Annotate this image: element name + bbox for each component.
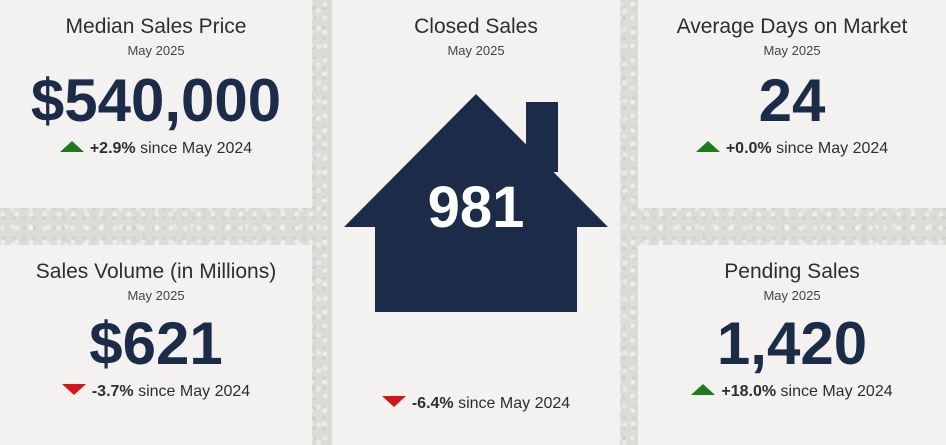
pending-sales-card: Pending Sales May 2025 1,420 +18.0% sinc…: [638, 245, 946, 445]
card-title: Sales Volume (in Millions): [35, 260, 277, 283]
change-indicator: +0.0% since May 2024: [638, 139, 946, 159]
change-text: since May 2024: [780, 383, 893, 400]
card-value: 24: [758, 67, 826, 134]
card-value: $621: [89, 310, 223, 377]
change-text: since May 2024: [138, 383, 251, 400]
card-value: $540,000: [30, 67, 282, 134]
sales-volume-card: Sales Volume (in Millions) May 2025 $621…: [0, 245, 312, 445]
card-value: 1,420: [716, 310, 868, 377]
median-sales-price-card: Median Sales Price May 2025 $540,000 +2.…: [0, 0, 312, 208]
change-indicator: -6.4% since May 2024: [332, 394, 620, 414]
card-period: May 2025: [447, 43, 505, 58]
average-days-on-market-card: Average Days on Market May 2025 24 +0.0%…: [638, 0, 946, 208]
card-title: Closed Sales: [414, 15, 538, 38]
change-indicator: -3.7% since May 2024: [0, 382, 312, 402]
card-period: May 2025: [127, 43, 185, 58]
change-percent: -6.4%: [411, 395, 454, 412]
card-title: Pending Sales: [724, 260, 860, 283]
change-indicator: +2.9% since May 2024: [0, 139, 312, 159]
triangle-up-icon: [59, 141, 84, 152]
change-indicator: +18.0% since May 2024: [638, 382, 946, 402]
change-text: since May 2024: [776, 140, 889, 157]
card-period: May 2025: [763, 43, 821, 58]
change-percent: +2.9%: [89, 140, 136, 157]
change-percent: +18.0%: [721, 383, 777, 400]
triangle-up-icon: [691, 384, 716, 395]
triangle-up-icon: [695, 141, 720, 152]
card-period: May 2025: [127, 288, 185, 303]
closed-sales-card: Closed Sales May 2025 981 -6.4% since Ma…: [332, 0, 620, 445]
house-icon: [344, 94, 608, 312]
card-title: Median Sales Price: [65, 15, 247, 38]
change-text: since May 2024: [458, 395, 571, 412]
triangle-down-icon: [381, 396, 406, 407]
card-title: Average Days on Market: [676, 15, 908, 38]
card-value: 981: [427, 175, 525, 240]
change-text: since May 2024: [140, 140, 253, 157]
triangle-down-icon: [61, 384, 86, 395]
change-percent: +0.0%: [725, 140, 772, 157]
card-period: May 2025: [763, 288, 821, 303]
change-percent: -3.7%: [91, 383, 134, 400]
